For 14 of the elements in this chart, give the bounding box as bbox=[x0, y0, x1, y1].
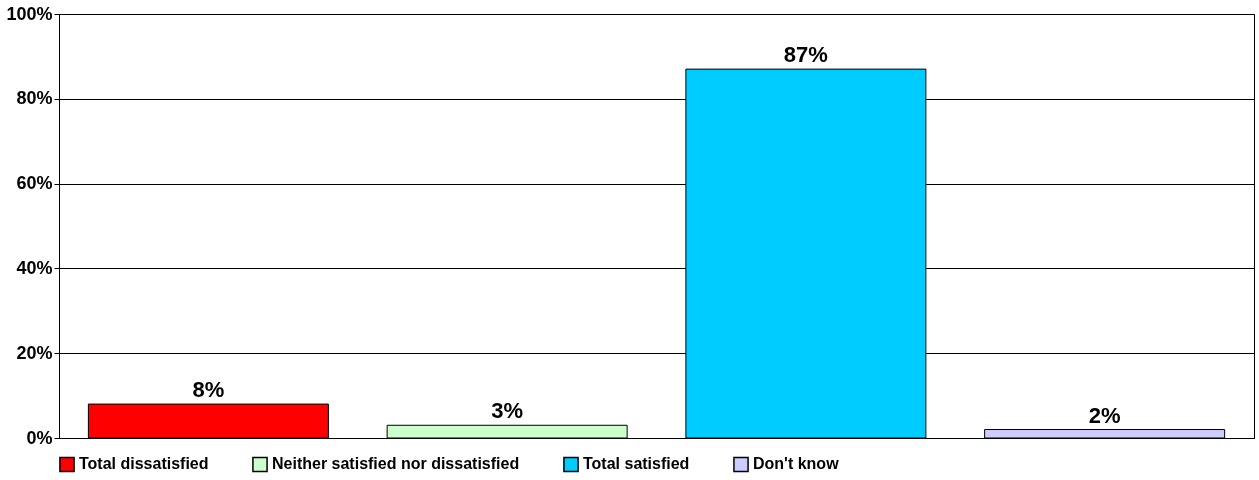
y-tick-label: 20% bbox=[16, 342, 53, 363]
legend-label: Neither satisfied nor dissatisfied bbox=[272, 455, 520, 473]
legend-label: Don't know bbox=[753, 455, 840, 473]
data-label: 2% bbox=[1088, 402, 1121, 428]
data-label: 3% bbox=[491, 398, 524, 424]
y-tick-label: 100% bbox=[6, 3, 53, 24]
legend-label: Total satisfied bbox=[583, 455, 690, 473]
data-label: 87% bbox=[783, 42, 828, 68]
y-tick-label: 40% bbox=[16, 257, 53, 278]
y-tick-label: 60% bbox=[16, 173, 53, 194]
legend-label: Total dissatisfied bbox=[79, 455, 209, 473]
data-label: 8% bbox=[192, 377, 225, 403]
y-tick-label: 0% bbox=[26, 427, 53, 448]
y-tick-label: 80% bbox=[16, 88, 53, 109]
